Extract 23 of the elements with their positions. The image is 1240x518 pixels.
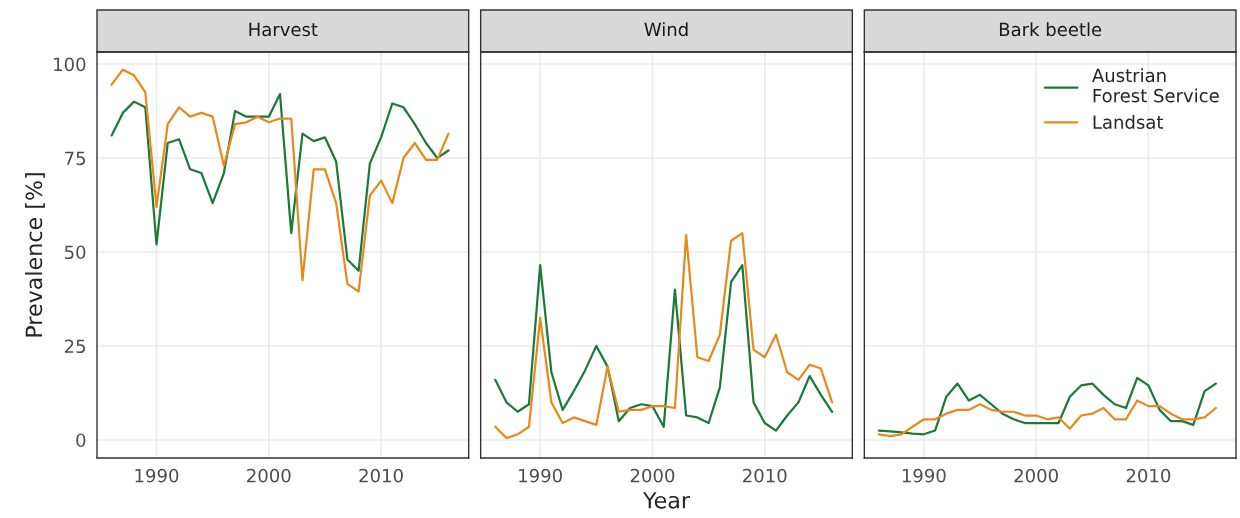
x-tick-label: 2010 bbox=[359, 468, 403, 483]
line-series bbox=[110, 92, 450, 272]
y-axis-title: Prevalence [%] bbox=[25, 173, 45, 337]
x-tick-label: 2000 bbox=[630, 468, 675, 483]
y-tick-label: 100 bbox=[54, 57, 86, 72]
y-tick-label: 25 bbox=[64, 339, 86, 354]
x-tick-label: 1990 bbox=[135, 468, 179, 483]
chart-title: Harvest bbox=[249, 22, 318, 37]
x-tick-label: 2000 bbox=[1014, 468, 1058, 483]
x-axis-title: Year bbox=[642, 492, 691, 509]
chart-title: Bark beetle bbox=[999, 22, 1102, 37]
x-tick-label: 1990 bbox=[519, 468, 562, 483]
legend-label: Landsat bbox=[1093, 114, 1164, 129]
y-tick-label: 75 bbox=[65, 151, 86, 166]
x-tick-label: 1990 bbox=[902, 468, 946, 483]
y-tick-label: 0 bbox=[76, 433, 86, 448]
legend-label: Austrian Forest Service bbox=[1092, 68, 1219, 103]
line-series bbox=[110, 68, 450, 293]
chart-title: Wind bbox=[644, 22, 688, 37]
y-tick-label: 50 bbox=[65, 245, 86, 260]
x-tick-label: 2010 bbox=[1126, 468, 1171, 483]
x-tick-label: 2010 bbox=[743, 468, 787, 483]
x-tick-label: 2000 bbox=[247, 468, 291, 483]
